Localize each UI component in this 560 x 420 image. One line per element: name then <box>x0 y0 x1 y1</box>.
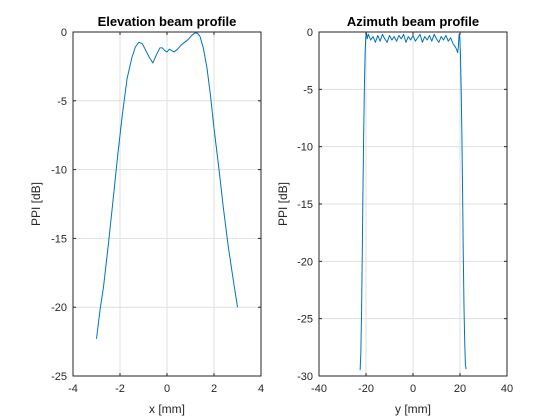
azimuth-title: Azimuth beam profile <box>347 14 479 29</box>
elevation-ytick-label: -5 <box>57 96 67 108</box>
azimuth-ylabel: PPI [dB] <box>276 182 290 226</box>
elevation-tick-labels: -4 -2 0 2 4-25-20-15-10-50 <box>51 27 264 395</box>
elevation-ytick-label: -25 <box>51 371 67 383</box>
azimuth-ytick-label: -15 <box>297 199 313 211</box>
azimuth-xtick-label: -20 <box>358 383 374 395</box>
azimuth-tick-marks <box>318 31 508 377</box>
azimuth-ytick-label: -25 <box>297 314 313 326</box>
elevation-xtick-label: -4 <box>68 383 78 395</box>
azimuth-ytick-label: -5 <box>303 84 313 96</box>
azimuth-ytick-label: -30 <box>297 371 313 383</box>
elevation-xtick-label: 2 <box>211 383 217 395</box>
azimuth-ytick-label: 0 <box>307 27 313 39</box>
azimuth-xlabel: y [mm] <box>395 402 431 416</box>
elevation-xtick-label: 4 <box>258 383 264 395</box>
azimuth-xtick-label: 0 <box>410 383 416 395</box>
elevation-ytick-label: -15 <box>51 233 67 245</box>
elevation-title: Elevation beam profile <box>98 14 237 29</box>
azimuth-series <box>359 32 467 371</box>
azimuth-ytick-label: -10 <box>297 142 313 154</box>
elevation-ylabel: PPI [dB] <box>29 182 43 226</box>
azimuth-xtick-label: -40 <box>311 383 327 395</box>
azimuth-ytick-label: -20 <box>297 256 313 268</box>
elevation-ytick-label: -10 <box>51 165 67 177</box>
elevation-xlabel: x [mm] <box>149 402 185 416</box>
azimuth-tick-labels: -40 -20 0 20 40 -30 -25 -20 -15 -10 -5 0 <box>297 27 513 395</box>
elevation-axes: -4 -2 0 2 4-25-20-15-10-50 Elevation beam pr… <box>29 14 264 416</box>
azimuth-series-line <box>359 32 467 371</box>
azimuth-xtick-label: 40 <box>501 383 513 395</box>
elevation-ytick-label: 0 <box>61 27 67 39</box>
elevation-xtick-label: -2 <box>115 383 125 395</box>
azimuth-axes: -40 -20 0 20 40 -30 -25 -20 -15 -10 -5 0 Azimuth be… <box>276 14 513 416</box>
elevation-xtick-label: 0 <box>164 383 170 395</box>
elevation-series-line <box>96 32 238 339</box>
azimuth-xtick-label: 20 <box>454 383 466 395</box>
elevation-tick-marks <box>72 31 262 377</box>
elevation-ytick-label: -20 <box>51 302 67 314</box>
elevation-series <box>96 32 238 339</box>
